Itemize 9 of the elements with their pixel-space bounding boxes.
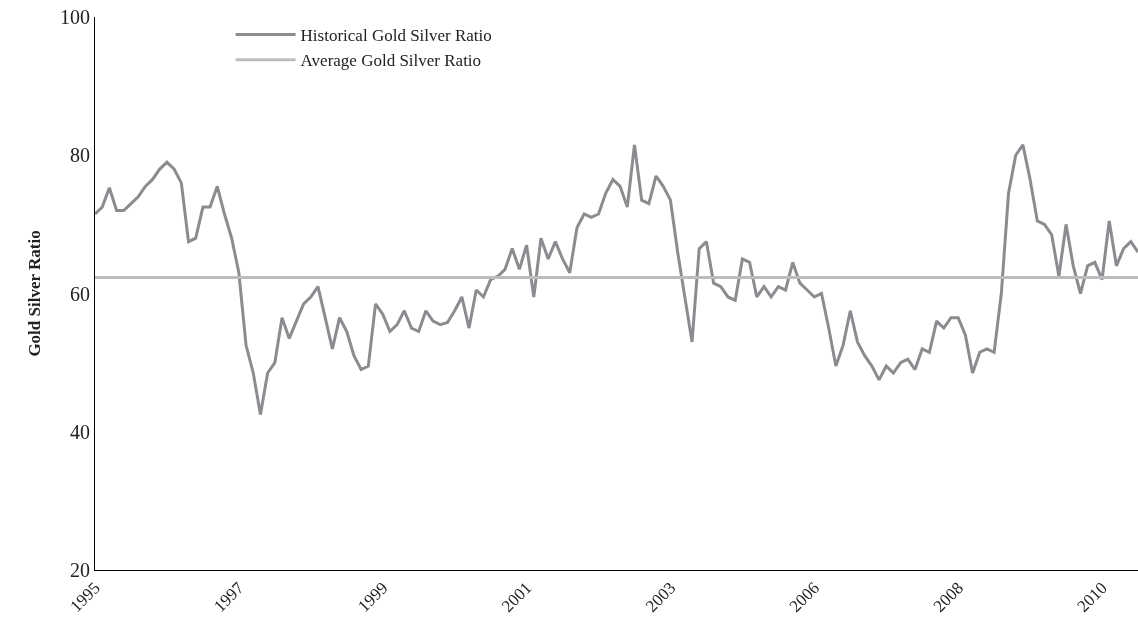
y-tick-label: 40	[70, 420, 90, 443]
y-tick-label: 80	[70, 144, 90, 167]
legend-label: Average Gold Silver Ratio	[300, 51, 482, 71]
y-axis-title: Gold Silver Ratio	[24, 230, 44, 357]
line-series	[95, 143, 1138, 416]
y-tick-label: 20	[70, 559, 90, 581]
legend-label: Historical Gold Silver Ratio	[300, 26, 492, 46]
y-tick-label: 60	[70, 282, 90, 305]
y-tick-label: 100	[60, 6, 90, 28]
